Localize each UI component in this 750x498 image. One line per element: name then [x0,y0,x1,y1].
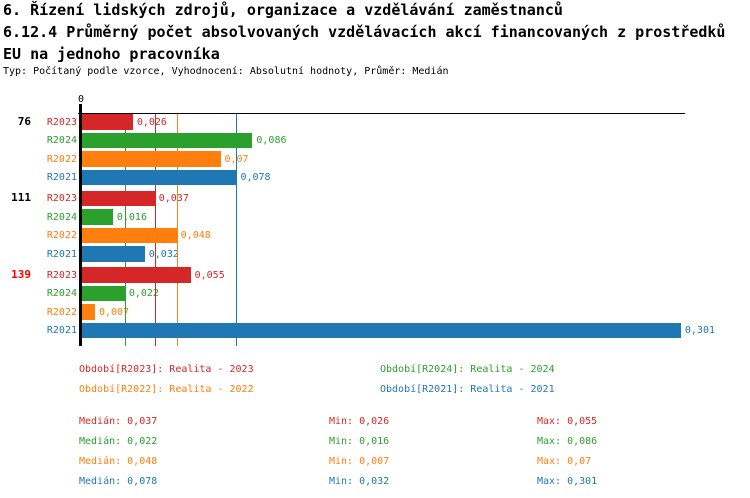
stat-max: Max: 0,301 [537,476,598,487]
group-label: 111 [11,191,31,204]
stats-row: Medián: 0,048 Min: 0,007 Max: 0,07 [0,456,750,468]
series-label: R2024 [46,288,77,299]
series-label: R2024 [46,135,77,146]
stat-median: Medián: 0,048 [79,456,158,467]
stat-median: Medián: 0,022 [79,436,158,447]
series-label: R2022 [46,153,77,165]
series-label: R2021 [46,172,77,183]
series-label: R2021 [46,325,77,336]
axis-zero-tick-label: 0 [77,94,85,105]
bar-r2024 [82,285,125,301]
bar-r2024 [82,209,113,225]
series-label: R2021 [46,248,77,260]
legend-item: Období[R2022]: Realita - 2022 [79,384,254,395]
bar-r2021 [82,322,681,338]
stat-median: Medián: 0,078 [79,476,158,487]
stats-row: Medián: 0,022 Min: 0,016 Max: 0,086 [0,436,750,448]
median-gridline-r2022 [176,114,178,346]
bar-value-label: 0,032 [148,248,179,260]
bar-r2021 [82,169,237,185]
bar-value-label: 0,022 [128,288,159,299]
bar-chart-plot: 0 76R20230,026R20240,086R20220,07R20210,… [11,94,715,346]
bar-r2022 [82,151,221,167]
legend-item: Období[R2024]: Realita - 2024 [380,364,555,375]
bar-value-label: 0,026 [136,116,167,128]
bar-r2022 [82,304,95,320]
chart-subtitle: Typ: Počítaný podle vzorce, Vyhodnocení:… [3,66,449,77]
title-line-2: 6.12.4 Průměrný počet absolvovaných vzdě… [3,23,726,41]
x-axis-line [78,113,685,114]
bar-value-label: 0,086 [256,135,287,146]
median-gridline-r2021 [236,114,238,346]
stat-max: Max: 0,07 [537,456,592,467]
series-label: R2023 [46,269,77,281]
stat-min: Min: 0,026 [329,416,390,427]
stats-row: Medián: 0,078 Min: 0,032 Max: 0,301 [0,476,750,488]
bar-value-label: 0,016 [116,211,147,223]
bar-value-label: 0,007 [98,306,130,318]
title-line-3: EU na jednoho pracovníka [3,45,220,63]
bar-value-label: 0,048 [180,230,211,241]
series-label: R2024 [46,211,77,223]
bar-r2023 [82,190,155,206]
bar-r2021 [82,246,145,262]
bar-value-label: 0,078 [240,172,271,183]
bar-r2023 [82,267,191,283]
bar-r2023 [82,114,133,130]
bar-value-label: 0,037 [158,193,189,204]
bar-r2022 [82,227,177,243]
group-label: 139 [11,267,31,281]
bar-r2024 [82,132,253,148]
group-label: 76 [17,114,31,128]
y-axis-line [79,104,82,346]
stat-min: Min: 0,007 [329,456,390,467]
bar-value-label: 0,055 [194,269,225,281]
title-line-1: 6. Řízení lidských zdrojů, organizace a … [3,1,563,19]
stat-min: Min: 0,016 [329,436,390,447]
stat-median: Medián: 0,037 [79,416,158,427]
bar-value-label: 0,301 [684,325,715,336]
stat-max: Max: 0,086 [537,436,598,447]
series-label: R2023 [46,193,77,204]
stat-max: Max: 0,055 [537,416,598,427]
stats-row: Medián: 0,037 Min: 0,026 Max: 0,055 [0,416,750,428]
series-label: R2022 [46,306,77,318]
series-label: R2022 [46,230,77,241]
legend-item: Období[R2023]: Realita - 2023 [79,364,254,375]
stat-min: Min: 0,032 [329,476,390,487]
series-label: R2023 [46,116,77,128]
legend-item: Období[R2021]: Realita - 2021 [380,384,555,395]
